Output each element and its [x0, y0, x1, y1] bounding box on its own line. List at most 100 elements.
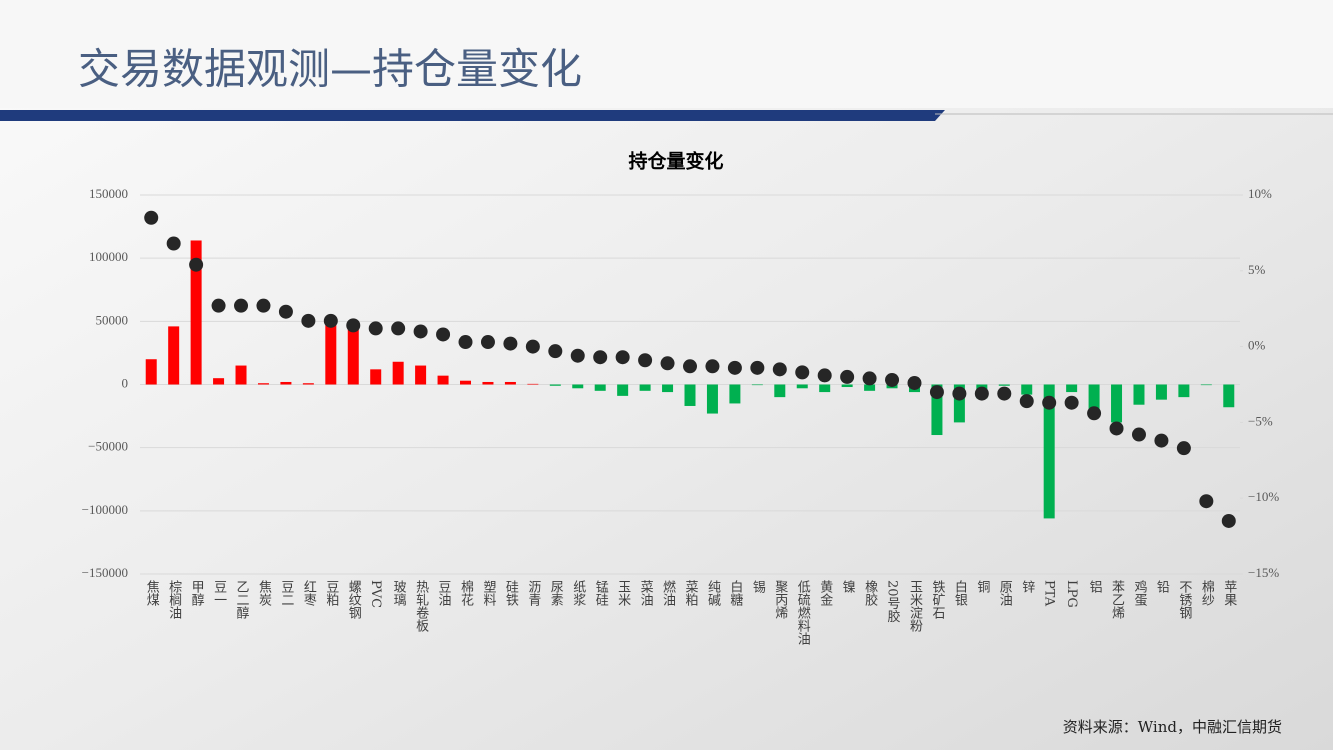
bar	[168, 326, 180, 385]
x-tick-label: 菜油	[638, 580, 654, 606]
x-tick-label: 橡胶	[862, 580, 878, 607]
chart-title: 持仓量变化	[628, 150, 723, 173]
x-tick-label: 锰硅	[593, 580, 609, 606]
dot	[166, 236, 181, 251]
bar	[190, 240, 202, 385]
x-tick-label: 沥青	[525, 580, 541, 606]
y2-tick-label: −5%	[1248, 413, 1273, 428]
dot	[1131, 427, 1146, 442]
bar	[706, 384, 718, 414]
dot	[929, 385, 944, 400]
bar	[1133, 384, 1145, 405]
x-tick-label: 铝	[1087, 580, 1103, 593]
dot	[772, 362, 787, 377]
dot	[817, 368, 832, 383]
dot	[615, 350, 630, 365]
x-tick-label: 铁矿石	[929, 580, 945, 619]
bar	[1111, 384, 1123, 423]
x-tick-label: 棉花	[458, 580, 474, 607]
x-tick-label: 聚丙烯	[772, 580, 788, 619]
bar	[841, 384, 853, 388]
bar	[325, 317, 337, 385]
x-tick-label: 豆二	[278, 580, 294, 606]
bar	[774, 384, 786, 398]
dot	[480, 335, 495, 350]
dot	[436, 327, 451, 342]
bar	[617, 384, 629, 396]
bar	[527, 383, 539, 385]
bar	[751, 384, 763, 386]
dot	[1042, 395, 1057, 410]
dot	[234, 298, 249, 313]
bar	[280, 381, 292, 385]
x-tick-label: 乙二醇	[234, 580, 250, 619]
bar	[1155, 384, 1167, 400]
bar	[482, 381, 494, 385]
y2-tick-label: −15%	[1248, 565, 1279, 580]
x-tick-label: 棉纱	[1199, 580, 1215, 606]
slide-title: 交易数据观测—持仓量变化	[78, 45, 582, 94]
bar	[437, 375, 449, 385]
dot	[346, 318, 361, 333]
dot	[705, 359, 720, 374]
dot	[727, 360, 742, 375]
bar	[415, 365, 427, 385]
bar	[1043, 384, 1055, 519]
dot	[660, 356, 675, 371]
y2-tick-label: −10%	[1248, 489, 1279, 504]
header-band	[0, 0, 1333, 108]
x-tick-label: 原油	[997, 580, 1013, 606]
bar	[1223, 384, 1235, 408]
dot	[413, 324, 428, 339]
x-tick-label: 甲醇	[189, 580, 205, 606]
bar	[370, 369, 382, 385]
bar	[864, 384, 876, 391]
bar	[302, 383, 314, 385]
source-note: 资料来源：Wind，中融汇信期货	[1063, 718, 1282, 736]
dot	[1087, 406, 1102, 421]
y-tick-label: 100000	[89, 249, 128, 264]
dot	[525, 339, 540, 354]
dot	[638, 353, 653, 368]
x-tick-label: 苹果	[1221, 580, 1237, 606]
x-tick-label: 20号胶	[885, 580, 901, 624]
bar	[729, 384, 741, 404]
x-tick-label: PVC	[368, 580, 383, 608]
x-tick-label: 鸡蛋	[1131, 579, 1147, 607]
dot	[548, 344, 563, 359]
y-tick-label: −100000	[82, 502, 128, 517]
dot	[458, 335, 473, 350]
dot	[750, 360, 765, 375]
x-tick-label: 黄金	[817, 580, 833, 606]
bar	[1066, 384, 1078, 393]
y2-tick-label: 5%	[1248, 262, 1266, 277]
dot	[1109, 421, 1124, 436]
dot	[391, 321, 406, 336]
x-tick-label: 焦煤	[144, 580, 160, 606]
dot	[1064, 395, 1079, 410]
x-tick-label: 燃油	[660, 579, 676, 606]
bar	[796, 384, 808, 389]
bar	[460, 380, 472, 385]
x-tick-label: 纸浆	[570, 580, 586, 606]
bar	[504, 381, 516, 385]
x-tick-label: 豆油	[436, 580, 452, 606]
x-tick-label: 焦炭	[256, 580, 272, 607]
bar	[594, 384, 606, 391]
x-tick-label: 尿素	[548, 580, 564, 606]
dot	[1176, 441, 1191, 456]
bar	[213, 378, 225, 385]
y-tick-label: −150000	[82, 565, 128, 580]
x-tick-label: 镍	[840, 580, 856, 593]
x-tick-label: 不锈钢	[1176, 580, 1192, 620]
dot	[1154, 433, 1169, 448]
x-tick-label: 铅	[1154, 580, 1170, 593]
x-tick-label: 锌	[1019, 580, 1035, 593]
dot	[795, 365, 810, 380]
x-tick-label: 白糖	[727, 579, 743, 607]
bar	[1021, 384, 1033, 395]
bar	[257, 383, 269, 385]
x-tick-label: 螺纹钢	[346, 580, 362, 620]
dot	[256, 298, 271, 313]
